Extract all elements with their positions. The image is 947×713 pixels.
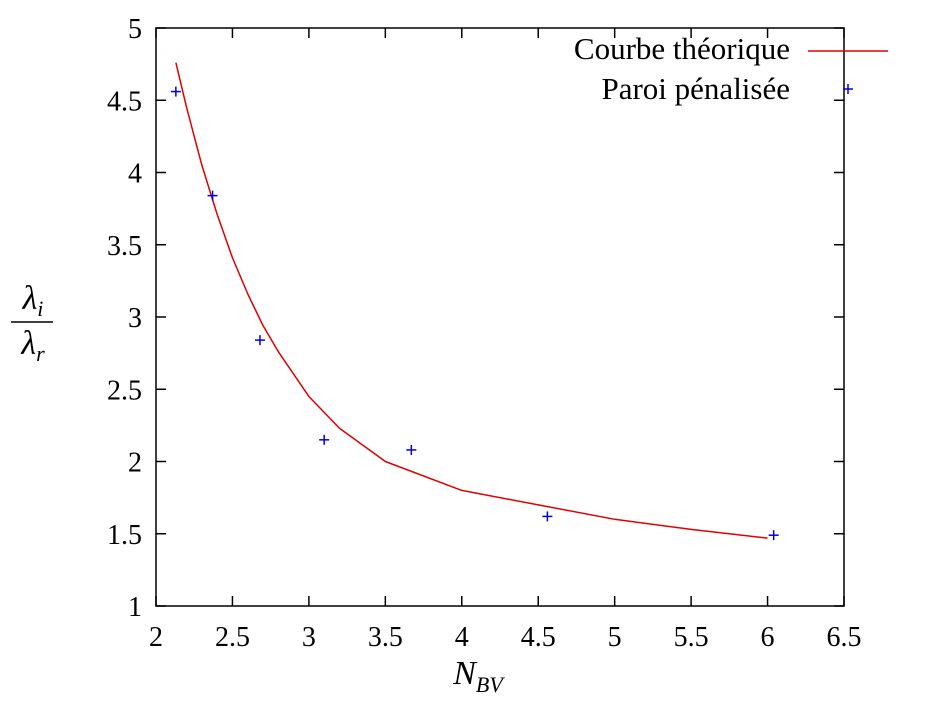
y-axis-label-numerator-main: λ: [22, 280, 38, 317]
y-tick-label: 3: [128, 303, 142, 334]
legend: Courbe théorique Paroi pénalisée: [574, 31, 888, 106]
x-tick-label: 2.5: [215, 622, 250, 653]
x-tick-label: 6.5: [827, 622, 862, 653]
y-tick-label: 2.5: [107, 375, 142, 406]
x-axis-label: NBV: [452, 655, 505, 697]
svg-text:λi: λi: [22, 280, 44, 321]
svg-text:NBV: NBV: [452, 655, 505, 697]
x-tick-label: 6: [761, 622, 775, 653]
data-point-paroi: [542, 511, 553, 522]
y-axis-label-denominator-main: λ: [20, 325, 36, 362]
legend-marker-plus: [843, 84, 853, 94]
legend-marker-paroi: [843, 84, 853, 94]
series-line-courbe-theorique: [175, 62, 768, 539]
y-axis-label: λi λr: [11, 280, 53, 366]
x-axis-ticks: 2 2.5 3 3.5 4 4.5 5 5.5 6 6.5: [149, 28, 862, 653]
data-point-paroi: [207, 190, 218, 201]
y-tick-label: 2: [128, 448, 142, 479]
x-axis-label-sub: BV: [476, 672, 505, 697]
data-point-paroi: [768, 530, 779, 541]
data-point-paroi: [319, 434, 330, 445]
y-tick-label: 4.5: [107, 86, 142, 117]
x-tick-label: 3.5: [368, 622, 403, 653]
svg-text:λr: λr: [20, 325, 45, 366]
data-point-paroi: [406, 444, 417, 455]
y-tick-label: 3.5: [107, 231, 142, 262]
y-tick-label: 4: [128, 159, 142, 190]
data-point-paroi: [254, 335, 265, 346]
legend-label-courbe: Courbe théorique: [574, 31, 790, 66]
x-tick-label: 5.5: [674, 622, 709, 653]
y-tick-label: 1: [128, 592, 142, 623]
plot-area: 2 2.5 3 3.5 4 4.5 5 5.5 6 6.5 1 1.5 2 2.5 3 3.5 4 4.5 5: [107, 14, 862, 653]
data-point-paroi: [170, 86, 181, 97]
y-axis-label-numerator-sub: i: [37, 296, 43, 321]
y-axis-ticks: 1 1.5 2 2.5 3 3.5 4 4.5 5: [107, 14, 844, 623]
series-layer: [170, 62, 779, 541]
y-axis-label-denominator-sub: r: [36, 341, 45, 366]
x-tick-label: 4.5: [521, 622, 556, 653]
x-tick-label: 2: [149, 622, 163, 653]
y-tick-label: 1.5: [107, 520, 142, 551]
legend-label-paroi: Paroi pénalisée: [601, 71, 790, 106]
x-tick-label: 5: [608, 622, 622, 653]
x-tick-label: 3: [302, 622, 316, 653]
y-tick-label: 5: [128, 14, 142, 45]
x-tick-label: 4: [455, 622, 469, 653]
x-axis-label-main: N: [452, 655, 478, 692]
